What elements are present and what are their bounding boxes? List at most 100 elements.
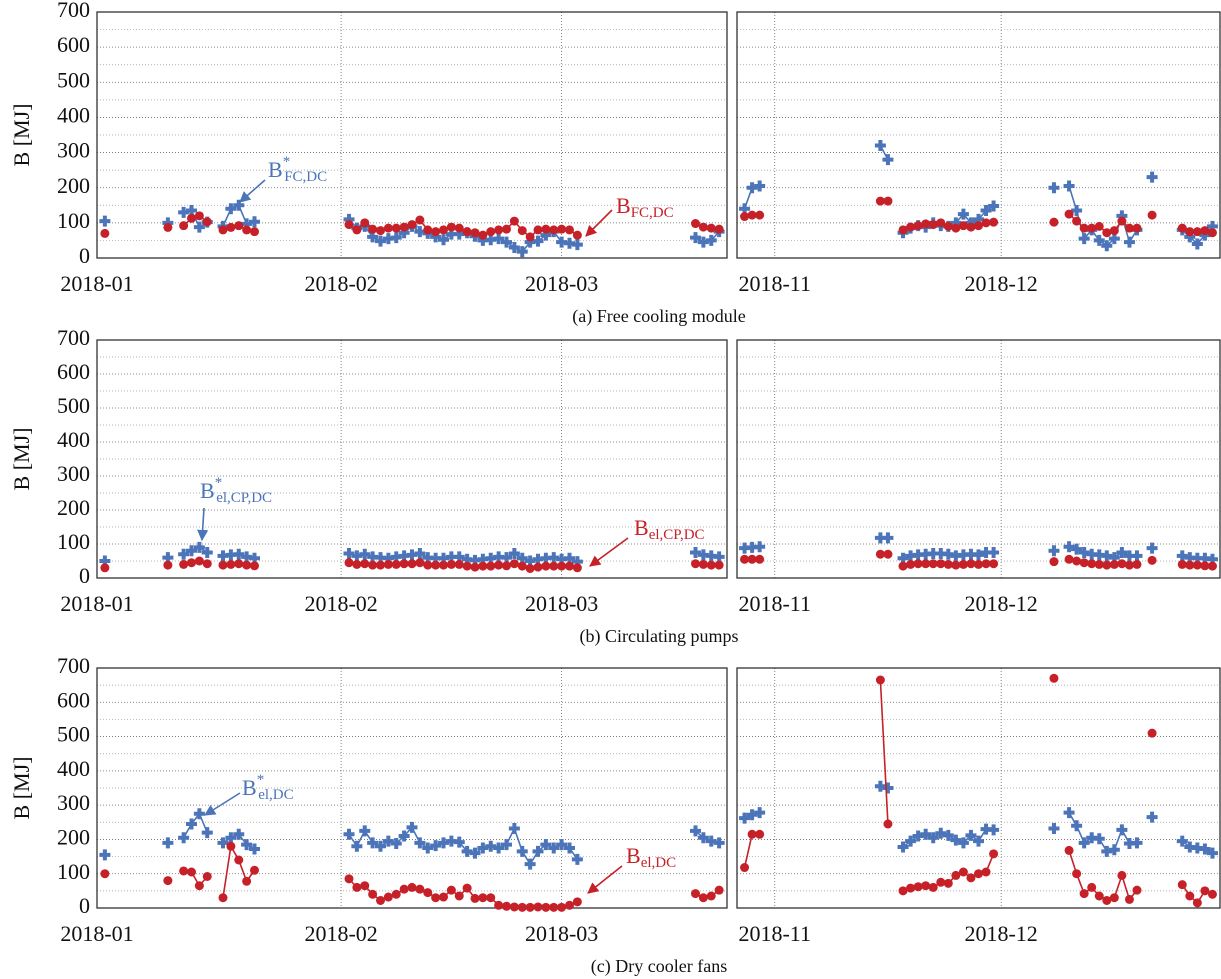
x-tick-label: 2018-01 (60, 271, 133, 296)
point (913, 221, 923, 231)
point (423, 560, 433, 570)
point (193, 808, 205, 820)
point (454, 559, 464, 569)
point (502, 901, 511, 911)
point (882, 532, 894, 544)
point (690, 825, 701, 837)
point (541, 561, 551, 571)
series-line (1068, 812, 1138, 853)
point (981, 867, 991, 877)
point (445, 551, 457, 563)
point (713, 551, 725, 563)
panel-frame (736, 11, 1221, 259)
point (739, 542, 751, 554)
point (1087, 223, 1097, 233)
point (974, 559, 983, 569)
point (525, 902, 535, 912)
x-tick-label: 2018-11 (738, 591, 811, 616)
point (178, 548, 190, 560)
point (163, 560, 173, 570)
point (714, 560, 724, 570)
point (202, 217, 212, 227)
panel-frame (96, 667, 728, 909)
point (906, 222, 916, 232)
point (1102, 895, 1112, 905)
point (875, 196, 885, 206)
label-base: B (242, 775, 257, 800)
point (351, 550, 363, 562)
point (973, 213, 984, 225)
point (524, 858, 536, 870)
point (958, 559, 968, 569)
point (548, 552, 560, 564)
point (571, 556, 583, 568)
point (928, 220, 938, 230)
x-tick-label: 2018-02 (304, 271, 377, 296)
label-sup: * (257, 772, 265, 788)
y-tick-label: 300 (57, 138, 90, 163)
label-sub: FC,DC (284, 169, 327, 185)
point (564, 552, 575, 564)
point (375, 552, 386, 564)
point (973, 835, 984, 847)
point (430, 231, 442, 243)
series-label: B* el,DC (242, 772, 294, 803)
point (883, 549, 893, 559)
point (1131, 550, 1143, 562)
point (1063, 541, 1075, 553)
point (486, 227, 496, 237)
point (186, 818, 197, 830)
point (936, 877, 946, 887)
point (706, 891, 716, 901)
point (1108, 233, 1120, 245)
point (517, 561, 527, 571)
point (1116, 210, 1128, 222)
point (556, 839, 568, 851)
point (564, 842, 575, 854)
point (233, 548, 245, 560)
point (1086, 548, 1098, 560)
point (988, 200, 1000, 212)
point (1049, 217, 1059, 227)
panel-frame (96, 339, 728, 579)
label-sub: FC,DC (631, 205, 674, 221)
series-label: B* FC,DC (268, 154, 327, 185)
point (462, 227, 472, 237)
point (1102, 560, 1112, 570)
point (1200, 226, 1210, 236)
point (100, 563, 110, 573)
point (234, 221, 244, 231)
point (1048, 182, 1060, 194)
point (1064, 845, 1074, 855)
y-tick-label: 400 (57, 756, 90, 781)
point (739, 203, 751, 215)
point (1191, 238, 1203, 250)
point (525, 563, 535, 573)
y-tick-label: 500 (57, 722, 90, 747)
point (951, 870, 961, 880)
point (755, 554, 765, 564)
point (493, 551, 505, 563)
point (548, 842, 560, 854)
point (1071, 820, 1083, 832)
point (565, 225, 574, 235)
point (382, 233, 394, 245)
x-tick-label: 2018-02 (304, 591, 377, 616)
point (533, 562, 543, 572)
point (343, 213, 355, 225)
point (1093, 549, 1105, 561)
point (398, 550, 410, 562)
point (905, 835, 917, 847)
y-tick-label: 100 (57, 208, 90, 233)
point (201, 827, 213, 839)
point (541, 902, 551, 912)
point (1132, 885, 1142, 895)
point (193, 221, 205, 233)
point (1131, 837, 1143, 849)
point (446, 222, 456, 232)
point (980, 823, 992, 835)
x-tick-label: 2018-11 (738, 921, 811, 946)
point (1147, 728, 1157, 738)
point (478, 230, 488, 240)
